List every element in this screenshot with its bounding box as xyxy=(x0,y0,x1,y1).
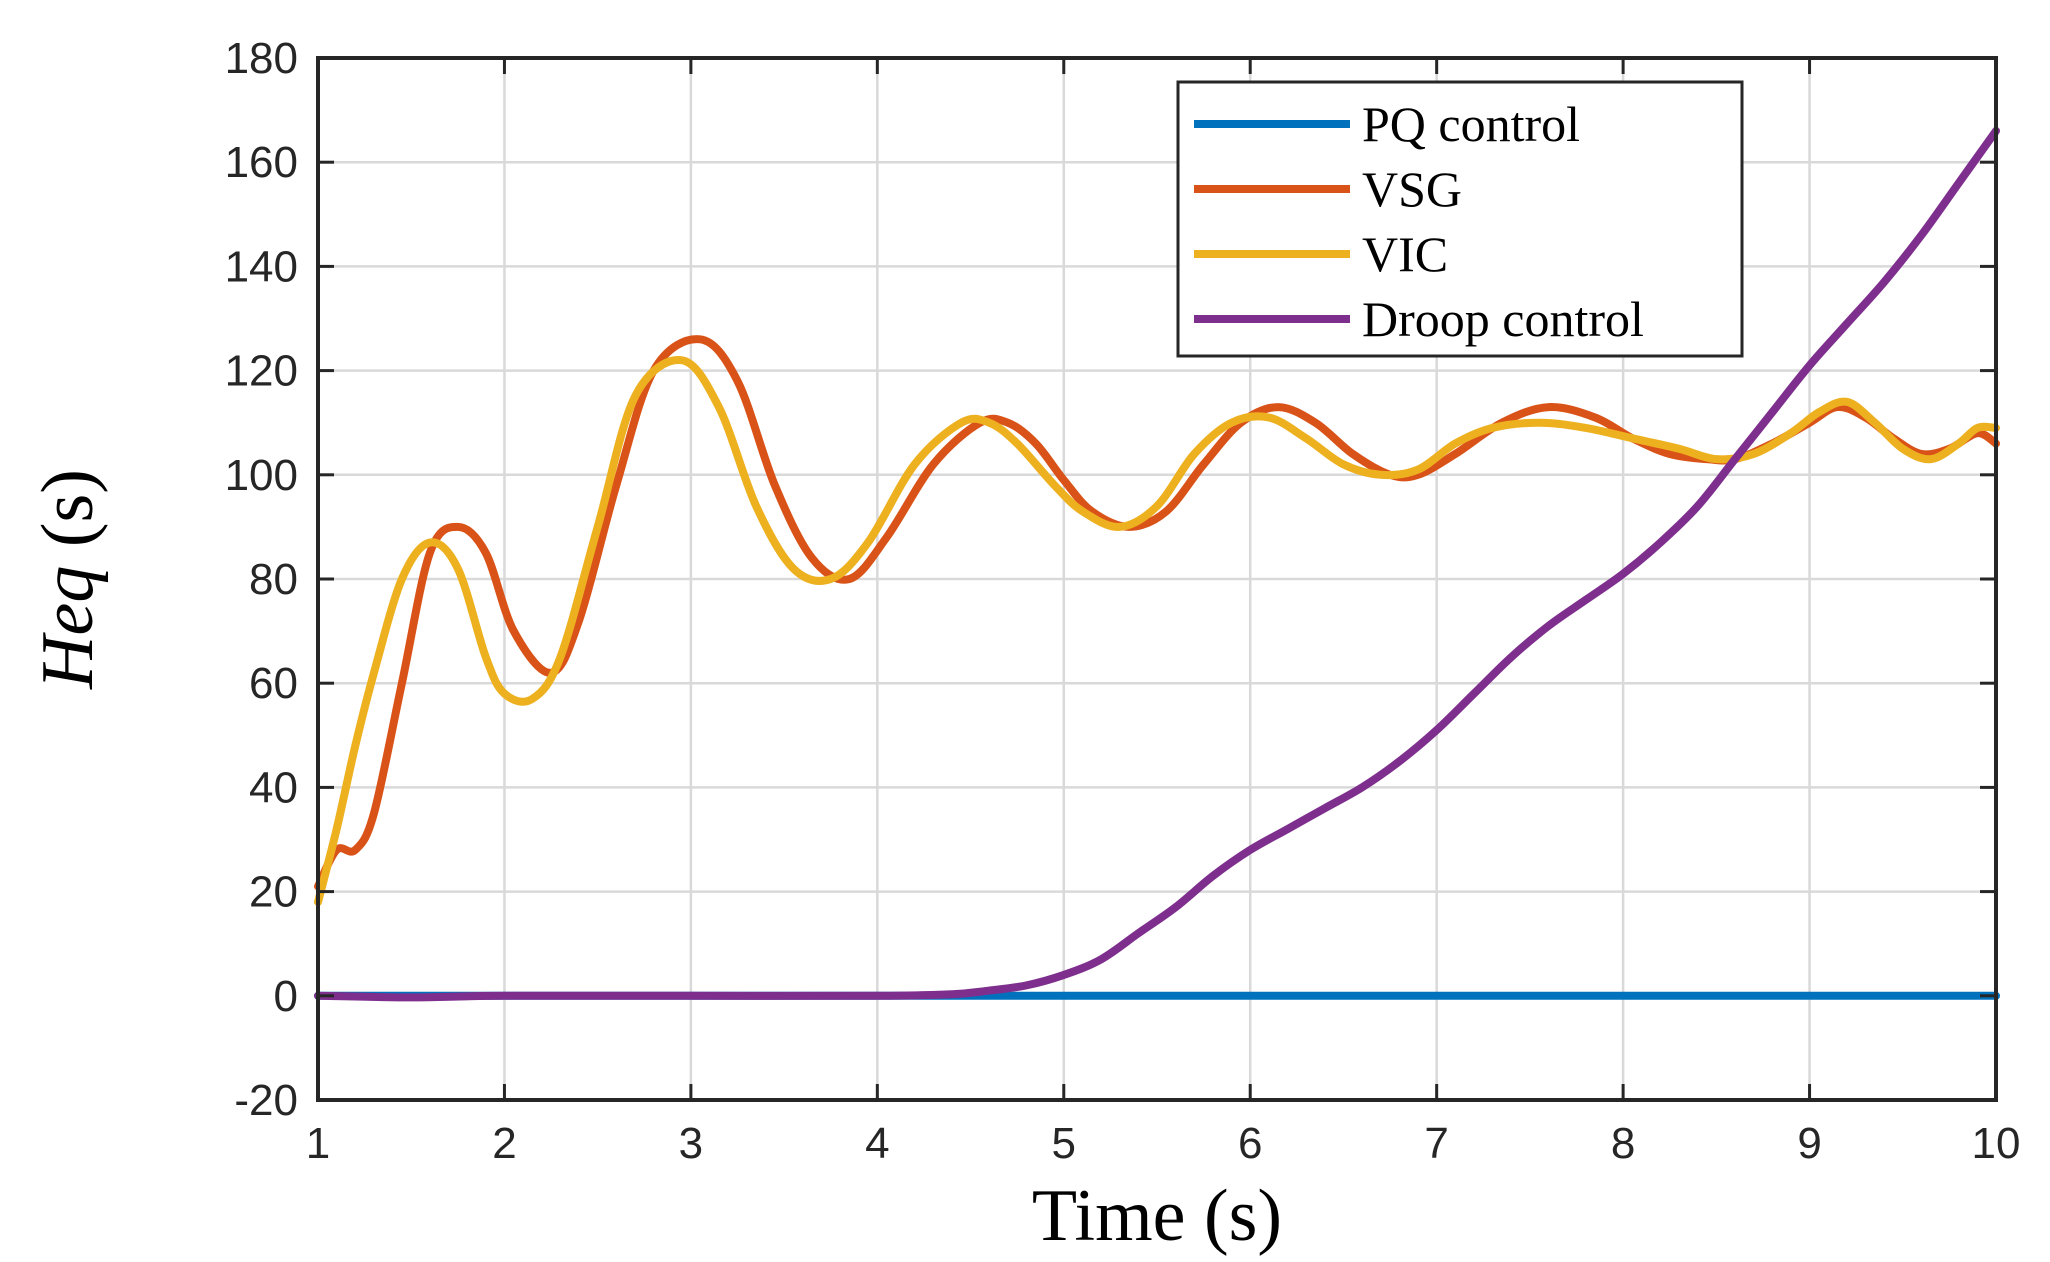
y-axis-title-main: Heq xyxy=(27,566,109,690)
x-tick-label: 9 xyxy=(1797,1119,1821,1168)
legend-label: VSG xyxy=(1362,161,1462,217)
series-line-droop-control xyxy=(314,126,2000,1002)
y-tick-label: 120 xyxy=(225,347,298,396)
series-line-vic xyxy=(314,356,2000,907)
x-axis-title: Time (s) xyxy=(1032,1175,1282,1257)
y-axis-title: Heq (s) xyxy=(27,469,109,690)
ticks: 1 2 3 4 5 6 7 8 9 10 -20 0 20 40 60 80 100 120 140 160 180 xyxy=(225,34,2021,1168)
y-tick-label: 20 xyxy=(249,868,298,917)
y-tick-label: 160 xyxy=(225,138,298,187)
x-tick-label: 3 xyxy=(679,1119,703,1168)
y-tick-label: -20 xyxy=(234,1076,298,1125)
legend: PQ control VSG VIC Droop control xyxy=(1176,80,1744,358)
x-tick-label: 5 xyxy=(1052,1119,1076,1168)
legend-label: VIC xyxy=(1362,226,1448,282)
y-tick-label: 40 xyxy=(249,763,298,812)
y-tick-label: 100 xyxy=(225,451,298,500)
y-tick-label: 0 xyxy=(274,972,298,1021)
x-tick-label: 6 xyxy=(1238,1119,1262,1168)
x-tick-label: 2 xyxy=(492,1119,516,1168)
x-tick-label: 10 xyxy=(1972,1119,2021,1168)
x-tick-label: 4 xyxy=(865,1119,889,1168)
y-tick-label: 140 xyxy=(225,242,298,291)
x-tick-label: 1 xyxy=(306,1119,330,1168)
legend-label: Droop control xyxy=(1362,291,1644,347)
y-tick-label: 180 xyxy=(225,34,298,83)
x-tick-label: 7 xyxy=(1424,1119,1448,1168)
x-tick-label: 8 xyxy=(1611,1119,1635,1168)
y-tick-label: 80 xyxy=(249,555,298,604)
legend-label: PQ control xyxy=(1362,96,1580,152)
y-tick-label: 60 xyxy=(249,659,298,708)
series-group xyxy=(314,126,2000,1002)
y-axis-title-unit: (s) xyxy=(27,469,109,566)
